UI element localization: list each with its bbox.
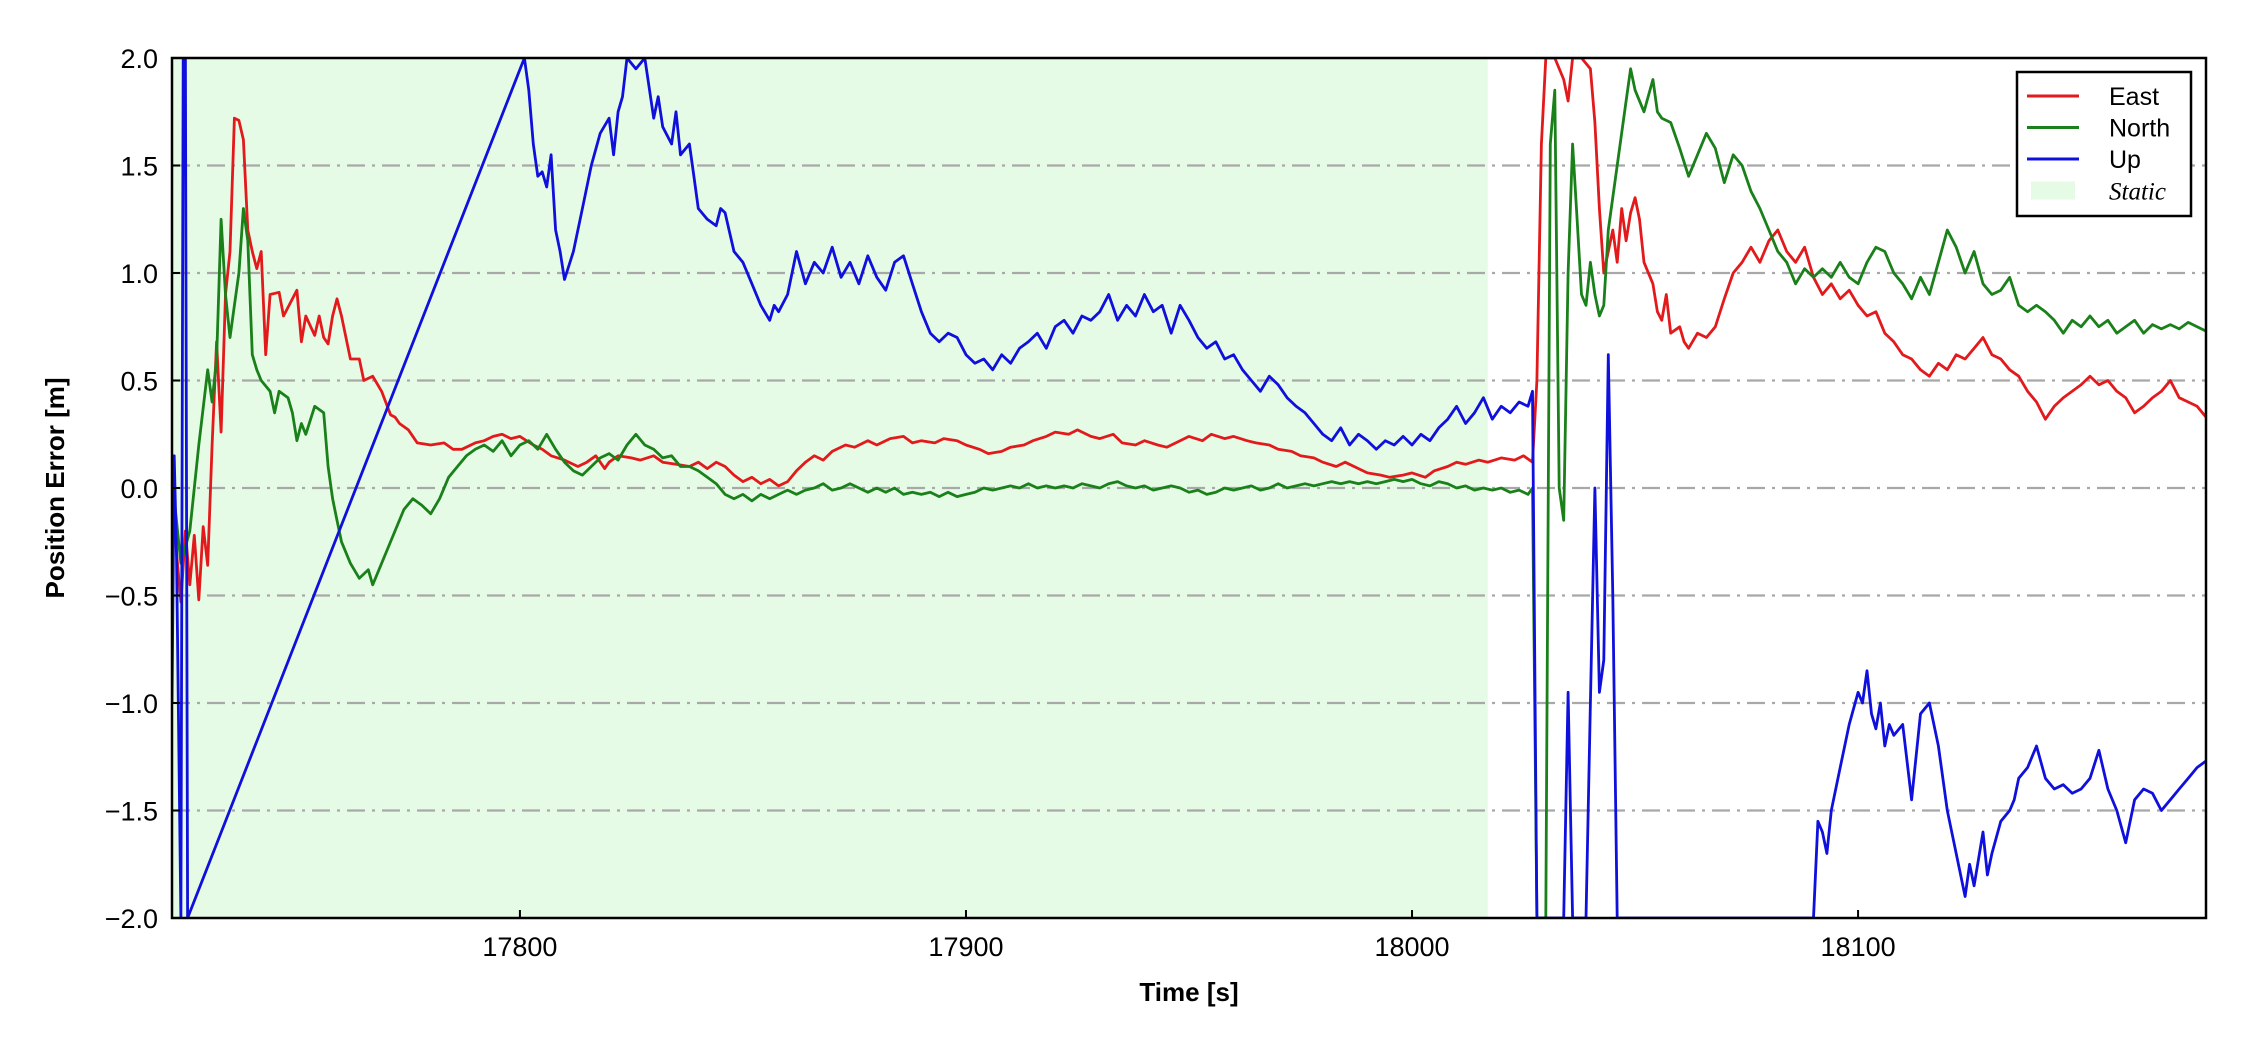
y-tick-label: −0.5 (105, 582, 158, 612)
legend-swatch-static (2031, 181, 2075, 200)
y-tick-label: 2.0 (120, 44, 158, 74)
legend: East North Up Static (2015, 70, 2193, 218)
series-line-east (172, 58, 2206, 604)
y-axis-title: Position Error [m] (40, 377, 70, 598)
y-tick-label: −1.0 (105, 689, 158, 719)
legend-label-north: North (2109, 115, 2170, 143)
grid-layer (172, 164, 2206, 812)
y-tick-label: 0.5 (120, 367, 158, 397)
x-tick-label: 17800 (482, 932, 557, 962)
y-tick-layer: −2.0 −1.5 −1.0 −0.5 0.0 0.5 1.0 1.5 2.0 (105, 44, 180, 934)
x-tick-label: 18100 (1821, 932, 1896, 962)
y-tick-label: 1.5 (120, 152, 158, 182)
x-axis-title: Time [s] (1139, 977, 1238, 1007)
y-tick-label: 0.0 (120, 474, 158, 504)
series-layer (172, 58, 2206, 918)
y-tick-label: −2.0 (105, 904, 158, 934)
y-tick-label: 1.0 (120, 259, 158, 289)
legend-label-static: Static (2109, 179, 2166, 206)
series-line-north (172, 67, 2206, 918)
x-tick-label: 18000 (1374, 932, 1449, 962)
legend-label-east: East (2109, 83, 2159, 111)
series-line-up (172, 58, 2206, 918)
x-tick-label: 17900 (928, 932, 1003, 962)
legend-label-up: Up (2109, 146, 2141, 174)
x-tick-layer: 17800 17900 18000 18100 (482, 910, 1896, 962)
y-tick-label: −1.5 (105, 797, 158, 827)
